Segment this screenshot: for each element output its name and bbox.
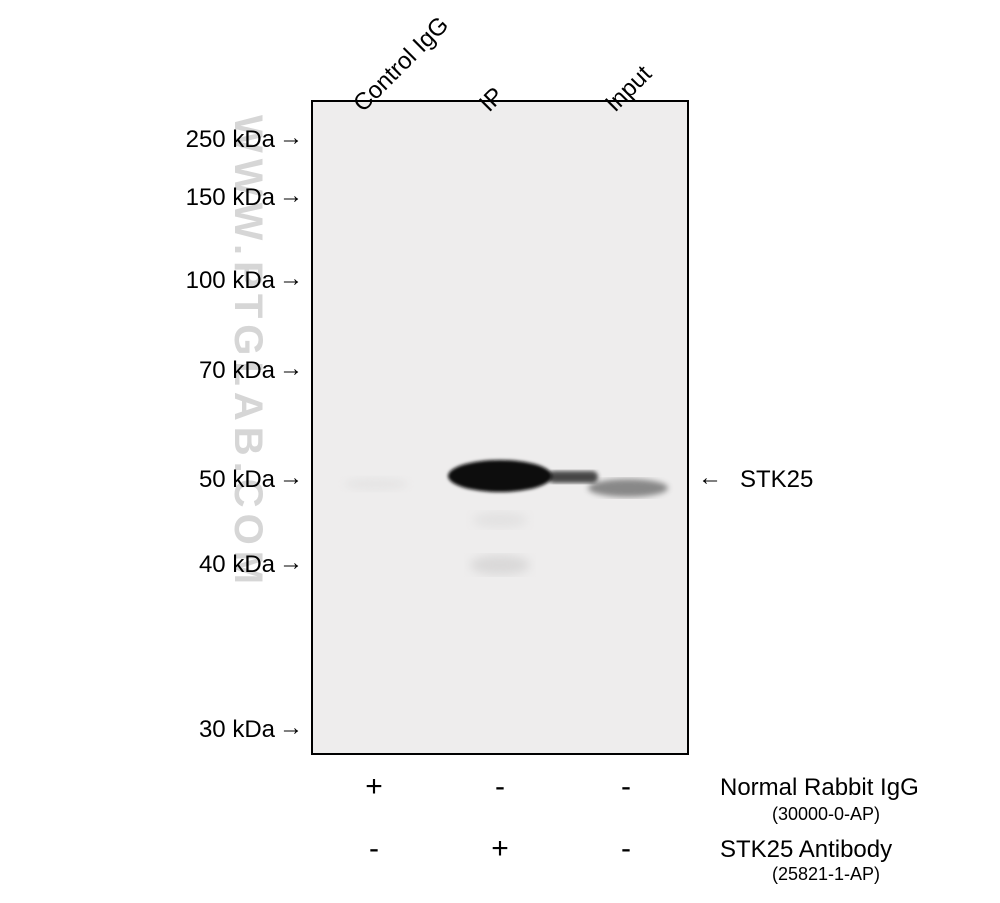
- mw-arrow-4: →: [279, 466, 303, 490]
- band-ip-main: [448, 460, 552, 492]
- target-arrow: ←: [698, 466, 722, 490]
- band-ip-tail: [548, 471, 598, 483]
- mw-arrow-0: →: [279, 126, 303, 150]
- target-label: STK25: [740, 466, 813, 494]
- cond-1-lane-1: +: [485, 832, 515, 866]
- cond-0-sub: (30000-0-AP): [772, 804, 880, 825]
- mw-label-6: 30 kDa: [199, 716, 275, 744]
- cond-0-lane-2: -: [611, 770, 641, 804]
- band-ip-smudge-2: [472, 512, 528, 528]
- cond-1-lane-2: -: [611, 832, 641, 866]
- mw-arrow-1: →: [279, 184, 303, 208]
- cond-0-lane-0: +: [359, 770, 389, 804]
- cond-0-lane-1: -: [485, 770, 515, 804]
- mw-label-5: 40 kDa: [199, 551, 275, 579]
- band-ip-smudge-1: [470, 555, 530, 575]
- figure-stage: WWW.PTGLAB.COM: [0, 0, 1000, 903]
- mw-label-1: 150 kDa: [186, 184, 275, 212]
- cond-1-sub: (25821-1-AP): [772, 864, 880, 885]
- mw-label-0: 250 kDa: [186, 126, 275, 154]
- mw-label-3: 70 kDa: [199, 357, 275, 385]
- band-input-main: [588, 479, 668, 497]
- cond-1-lane-0: -: [359, 832, 389, 866]
- mw-arrow-5: →: [279, 551, 303, 575]
- mw-arrow-6: →: [279, 716, 303, 740]
- cond-1-label: STK25 Antibody: [720, 836, 892, 864]
- mw-arrow-2: →: [279, 267, 303, 291]
- bands-group: [344, 460, 668, 575]
- cond-0-label: Normal Rabbit IgG: [720, 774, 919, 802]
- mw-label-2: 100 kDa: [186, 267, 275, 295]
- band-control-faint: [344, 477, 408, 491]
- mw-arrow-3: →: [279, 357, 303, 381]
- mw-label-4: 50 kDa: [199, 466, 275, 494]
- bands-svg: [0, 0, 1000, 903]
